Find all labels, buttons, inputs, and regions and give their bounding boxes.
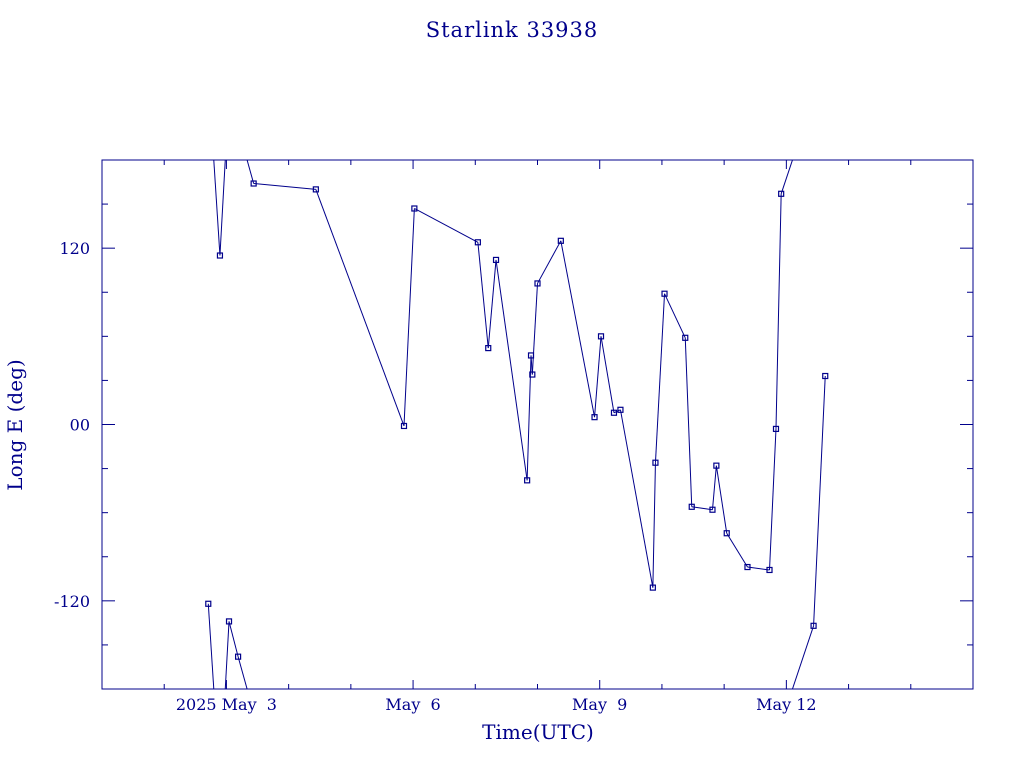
data-point — [682, 334, 689, 341]
series-segment — [526, 355, 532, 481]
series-segment — [315, 189, 405, 427]
data-point — [234, 653, 242, 660]
series-segment — [652, 462, 656, 588]
data-point — [610, 409, 618, 416]
series-segment — [531, 283, 538, 375]
y-tick-label: 120 — [59, 239, 90, 258]
x-tick-label: May 12 — [756, 695, 816, 714]
x-tick-labels: 2025 May 3 May 6 May 9 May 12 — [176, 695, 817, 714]
series-segment — [477, 242, 489, 349]
series-segment — [253, 183, 316, 190]
data-point — [772, 425, 780, 433]
data-point — [534, 280, 541, 287]
series-segment — [715, 465, 728, 534]
data-point — [205, 600, 212, 607]
data-point — [709, 506, 716, 513]
chart-title: Starlink 33938 — [426, 18, 599, 42]
data-point — [474, 239, 481, 246]
series-segment — [560, 240, 596, 418]
series-segment — [813, 375, 826, 626]
series-segment — [213, 160, 221, 256]
axis-ticks — [102, 160, 973, 689]
data-point — [652, 459, 659, 466]
data-point — [617, 406, 624, 413]
series-segment — [791, 625, 815, 689]
data-point — [649, 584, 656, 591]
data-point — [411, 205, 418, 212]
data-point — [597, 333, 605, 340]
x-tick-label: May 9 — [572, 695, 627, 714]
x-tick-label: May 6 — [385, 695, 440, 714]
series-segment — [613, 409, 621, 414]
series-segment — [414, 208, 479, 243]
data-point — [688, 503, 695, 510]
y-tick-labels: -120 00 120 — [54, 239, 90, 611]
series-segment — [224, 621, 230, 689]
series-segment — [684, 337, 693, 507]
series-segment — [775, 193, 782, 429]
data-point — [810, 622, 817, 629]
series-markers — [205, 180, 829, 660]
data-point — [778, 190, 785, 197]
series-segment — [619, 409, 654, 588]
series-segment — [600, 336, 615, 413]
plot-frame — [101, 159, 974, 690]
series-segment — [726, 532, 748, 568]
series-segment — [537, 240, 562, 284]
data-point — [524, 477, 531, 484]
data-point — [225, 618, 233, 625]
y-tick-label: -120 — [54, 592, 90, 611]
series-segment — [487, 259, 497, 349]
data-point — [744, 563, 751, 571]
data-point — [312, 186, 319, 193]
plot-area — [205, 160, 829, 689]
data-point — [492, 256, 500, 264]
series-segment — [769, 428, 777, 570]
series-segment — [691, 506, 713, 511]
data-point — [250, 180, 257, 187]
data-point — [661, 290, 668, 297]
data-point — [529, 371, 536, 378]
data-point — [557, 237, 564, 244]
y-tick-label: 00 — [70, 416, 90, 435]
data-point — [591, 414, 598, 421]
data-point — [822, 372, 829, 380]
series-segment — [495, 259, 528, 481]
x-axis-title: Time(UTC) — [482, 720, 594, 744]
series-segment — [747, 566, 770, 571]
data-point — [216, 252, 224, 259]
series-segment — [207, 603, 215, 689]
data-point — [485, 344, 492, 352]
series-segment — [594, 336, 602, 418]
series-segment — [237, 656, 248, 689]
data-point — [766, 566, 773, 574]
y-axis-title: Long E (deg) — [3, 359, 27, 490]
x-tick-label: 2025 May 3 — [176, 695, 277, 714]
series-segment — [711, 465, 717, 510]
data-point — [400, 422, 408, 430]
data-point — [713, 462, 720, 469]
data-point — [527, 352, 535, 359]
series-segment — [654, 293, 666, 463]
series-segment — [664, 293, 686, 339]
series-segment — [228, 621, 239, 657]
data-point — [723, 530, 730, 537]
series-segment — [246, 160, 255, 184]
series-segment — [219, 160, 226, 256]
series-segment — [403, 208, 415, 426]
series-lines — [207, 160, 826, 689]
series-segment — [780, 160, 793, 194]
